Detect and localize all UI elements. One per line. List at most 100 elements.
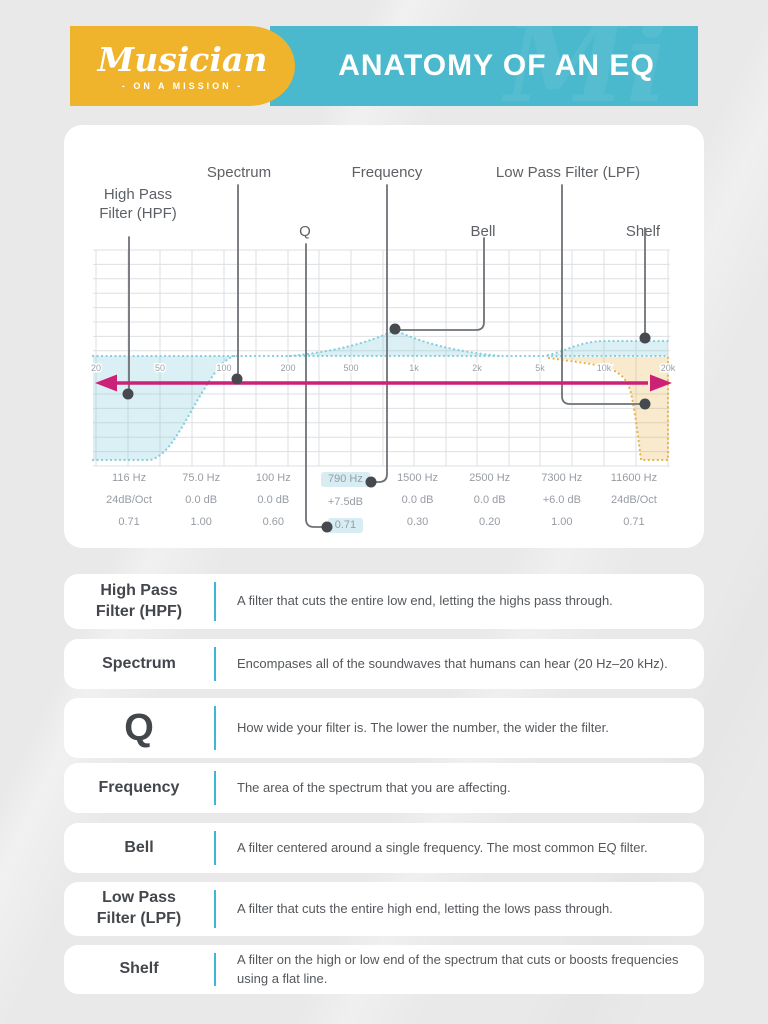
logo-tagline: - ON A MISSION -	[121, 81, 244, 91]
definition-card-shelf: Shelf A filter on the high or low end of…	[64, 945, 704, 994]
grid-vertical-lines	[95, 250, 669, 466]
definition-card-q: Q How wide your filter is. The lower the…	[64, 698, 704, 758]
band-gain: +7.5dB	[327, 496, 364, 508]
band-frequency: 100 Hz	[255, 472, 291, 484]
tick-1k: 1k	[409, 363, 419, 373]
term-frequency: Frequency	[98, 778, 180, 796]
band-gain: 24dB/Oct	[611, 494, 657, 506]
lpf-curve-dotted	[547, 355, 670, 462]
eq-graph-panel: High Pass Filter (HPF) Spectrum Frequenc…	[64, 125, 704, 548]
header-banner: Mi Musician - ON A MISSION - ANATOMY OF …	[70, 26, 698, 106]
tick-200: 200	[280, 363, 295, 373]
hpf-curve-dotted	[91, 354, 237, 462]
readout-band-1: 116 Hz 24dB/Oct 0.71	[93, 472, 165, 542]
tick-10k: 10k	[597, 363, 612, 373]
band-q: 0.71	[118, 516, 140, 528]
readout-band-6: 2500 Hz 0.0 dB 0.20	[454, 472, 526, 542]
label-shelf: Shelf	[625, 223, 661, 240]
card-divider	[214, 890, 216, 928]
tick-100: 100	[216, 363, 231, 373]
label-q: Q	[299, 223, 311, 240]
eq-readout-table: 116 Hz 24dB/Oct 0.71 75.0 Hz 0.0 dB 1.00…	[93, 472, 670, 542]
spectrum-arrow	[95, 374, 672, 392]
term-q: Q	[124, 707, 154, 749]
definition-text-bell: A filter centered around a single freque…	[237, 839, 648, 855]
definition-card-lpf: Low Pass Filter (LPF) A filter that cuts…	[64, 882, 704, 936]
bell-callout-line	[396, 237, 485, 331]
band-q: 1.00	[551, 516, 573, 528]
grid-horizontal-lines	[93, 249, 670, 467]
definition-text-q: How wide your filter is. The lower the n…	[237, 719, 609, 735]
readout-band-8: 11600 Hz 24dB/Oct 0.71	[598, 472, 670, 542]
definition-text-frequency: The area of the spectrum that you are af…	[237, 779, 511, 795]
band-frequency: 2500 Hz	[469, 472, 511, 484]
arrowhead-left	[95, 374, 117, 392]
term-spectrum: Spectrum	[102, 654, 176, 672]
band-q: 0.20	[478, 516, 501, 528]
shelf-boost-region	[548, 341, 668, 356]
hpf-cut-region	[93, 356, 235, 460]
term-shelf: Shelf	[119, 960, 159, 978]
bell-boost-region	[290, 330, 500, 356]
band-q: 1.00	[190, 516, 212, 528]
label-frequency: Frequency	[351, 164, 423, 181]
band-gain: 24dB/Oct	[106, 494, 152, 506]
definition-text-lpf: A filter that cuts the entire high end, …	[237, 900, 613, 916]
readout-band-2: 75.0 Hz 0.0 dB 1.00	[165, 472, 237, 542]
shelf-node-dot	[639, 332, 651, 344]
band-frequency: 7300 Hz	[541, 472, 583, 484]
lpf-callout-line	[561, 184, 643, 405]
definition-card-hpf: High Pass Filter (HPF) A filter that cut…	[64, 574, 704, 629]
card-divider	[214, 582, 216, 621]
definition-card-spectrum: Spectrum Encompases all of the soundwave…	[64, 639, 704, 689]
card-divider	[214, 953, 216, 986]
shelf-curve-dotted	[546, 339, 670, 357]
readout-band-7: 7300 Hz +6.0 dB 1.00	[526, 472, 598, 542]
band-gain: +6.0 dB	[542, 494, 581, 506]
tick-50: 50	[155, 363, 165, 373]
card-divider	[214, 647, 216, 681]
definition-text-hpf: A filter that cuts the entire low end, l…	[237, 593, 613, 609]
definition-text-spectrum: Encompases all of the soundwaves that hu…	[237, 655, 668, 671]
card-divider	[214, 771, 216, 805]
lpf-cut-region	[549, 357, 668, 460]
tick-20: 20	[91, 363, 101, 373]
band-gain: 0.0 dB	[401, 494, 434, 506]
frequency-callout-line	[371, 184, 388, 483]
band-gain: 0.0 dB	[257, 494, 290, 506]
definition-card-frequency: Frequency The area of the spectrum that …	[64, 763, 704, 813]
band-frequency: 75.0 Hz	[182, 472, 221, 484]
band-frequency: 116 Hz	[112, 472, 147, 484]
band-frequency: 1500 Hz	[397, 472, 439, 484]
label-bell: Bell	[470, 223, 496, 240]
bell-peak-node-dot	[389, 323, 401, 335]
readout-band-5: 1500 Hz 0.0 dB 0.30	[382, 472, 454, 542]
label-spectrum: Spectrum	[206, 164, 272, 181]
band-q-highlighted: 0.71	[327, 518, 364, 533]
label-high-pass-filter: High Pass Filter (HPF)	[99, 186, 177, 222]
hpf-node-dot	[122, 388, 134, 400]
band-q: 0.60	[262, 516, 285, 528]
card-divider	[214, 706, 216, 750]
term-lpf: Low Pass Filter (LPF)	[96, 889, 182, 927]
definition-card-bell: Bell A filter centered around a single f…	[64, 823, 704, 873]
readout-band-4-selected: 790 Hz +7.5dB 0.71	[309, 472, 381, 542]
band-gain: 0.0 dB	[473, 494, 506, 506]
band-frequency: 11600 Hz	[610, 472, 658, 484]
band-gain: 0.0 dB	[185, 494, 218, 506]
card-divider	[214, 831, 216, 865]
label-low-pass-filter: Low Pass Filter (LPF)	[495, 164, 641, 181]
readout-band-3: 100 Hz 0.0 dB 0.60	[237, 472, 309, 542]
tick-5k: 5k	[535, 363, 545, 373]
definition-text-shelf: A filter on the high or low end of the s…	[237, 951, 679, 986]
band-q: 0.30	[406, 516, 429, 528]
bell-curve-dotted	[288, 328, 502, 358]
spectrum-node-dot	[231, 373, 243, 385]
page-title: ANATOMY OF AN EQ	[338, 49, 655, 82]
tick-2k: 2k	[472, 363, 482, 373]
term-bell: Bell	[124, 838, 154, 856]
band-q: 0.71	[623, 516, 645, 528]
tick-20k: 20k	[661, 363, 676, 373]
brand-logo: Musician - ON A MISSION -	[70, 26, 295, 106]
